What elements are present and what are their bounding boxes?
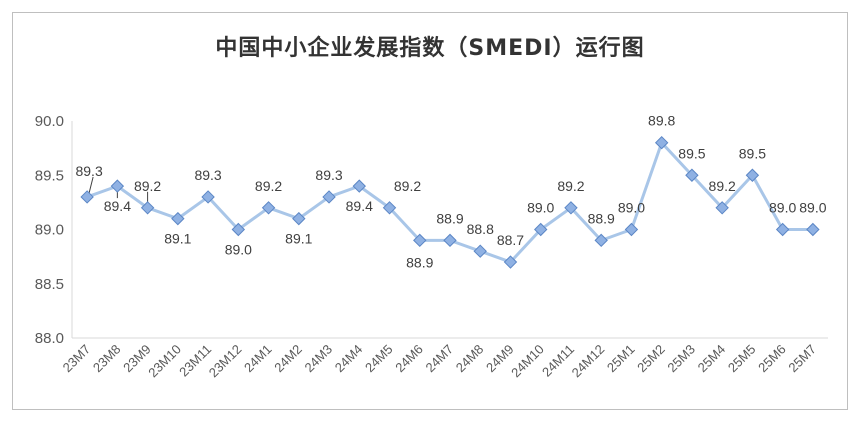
x-tick-label: 23M8 bbox=[90, 342, 124, 376]
x-tick-label: 25M2 bbox=[634, 342, 668, 376]
data-point-marker bbox=[201, 190, 215, 204]
data-label: 89.3 bbox=[194, 167, 221, 183]
data-point-marker bbox=[413, 233, 427, 248]
y-tick-label: 88.0 bbox=[35, 330, 64, 347]
data-point-marker bbox=[654, 135, 669, 150]
data-label: 89.0 bbox=[799, 200, 826, 216]
x-tick-label: 23M12 bbox=[206, 342, 245, 381]
data-label: 89.0 bbox=[769, 200, 796, 216]
data-point-marker bbox=[443, 233, 457, 248]
data-point-marker bbox=[80, 190, 94, 204]
data-label: 89.2 bbox=[394, 178, 421, 194]
data-point-marker bbox=[685, 168, 699, 182]
data-point-marker bbox=[564, 201, 578, 215]
x-tick-label: 24M8 bbox=[453, 342, 487, 376]
x-tick-label: 24M4 bbox=[332, 342, 366, 376]
x-tick-label: 25M7 bbox=[785, 342, 819, 376]
y-tick-label: 89.0 bbox=[35, 222, 64, 239]
data-label: 89.0 bbox=[225, 242, 252, 258]
data-label: 89.4 bbox=[346, 198, 373, 214]
data-point-marker bbox=[382, 201, 397, 215]
x-tick-label: 25M4 bbox=[695, 342, 729, 376]
data-label: 88.7 bbox=[497, 232, 524, 248]
chart-frame bbox=[12, 12, 848, 410]
x-tick-label: 24M7 bbox=[423, 342, 457, 376]
data-label: 89.5 bbox=[678, 145, 705, 161]
x-tick-label: 25M3 bbox=[664, 342, 698, 376]
data-label: 89.2 bbox=[709, 178, 736, 194]
data-point-marker bbox=[624, 222, 639, 237]
label-leader-line bbox=[88, 176, 94, 194]
x-tick-label: 24M12 bbox=[569, 342, 608, 381]
y-tick-label: 89.5 bbox=[35, 167, 64, 184]
x-tick-label: 24M2 bbox=[271, 342, 305, 376]
data-label: 89.2 bbox=[557, 178, 584, 194]
data-point-marker bbox=[715, 201, 729, 215]
data-label: 89.1 bbox=[285, 231, 312, 247]
x-tick-label: 25M6 bbox=[755, 342, 789, 376]
y-tick-label: 88.5 bbox=[35, 276, 64, 293]
x-tick-label: 24M6 bbox=[392, 342, 426, 376]
data-point-marker bbox=[140, 201, 155, 215]
data-label: 89.3 bbox=[75, 163, 102, 179]
y-tick-label: 90.0 bbox=[35, 113, 64, 130]
data-point-marker bbox=[473, 244, 487, 258]
x-tick-label: 24M1 bbox=[241, 342, 275, 376]
x-tick-label: 24M10 bbox=[508, 342, 547, 381]
data-label: 89.2 bbox=[255, 178, 282, 194]
data-label: 89.5 bbox=[739, 145, 766, 161]
data-label: 89.3 bbox=[315, 167, 342, 183]
x-tick-label: 24M5 bbox=[362, 342, 396, 376]
data-point-marker bbox=[322, 190, 336, 204]
x-tick-label: 24M11 bbox=[539, 342, 577, 380]
data-label: 89.8 bbox=[648, 113, 675, 129]
data-label: 89.0 bbox=[527, 200, 554, 216]
x-tick-label: 24M3 bbox=[302, 342, 336, 376]
data-label: 88.9 bbox=[406, 254, 433, 270]
x-tick-label: 23M10 bbox=[145, 342, 184, 381]
data-point-marker bbox=[745, 168, 760, 182]
data-point-marker bbox=[110, 179, 125, 193]
data-point-marker bbox=[171, 211, 185, 226]
data-point-marker bbox=[806, 222, 820, 237]
data-point-marker bbox=[594, 233, 608, 248]
x-tick-label: 25M1 bbox=[604, 342, 638, 376]
data-label: 89.2 bbox=[134, 178, 161, 194]
data-label: 88.9 bbox=[588, 210, 615, 226]
x-tick-label: 23M11 bbox=[176, 342, 214, 380]
data-label: 88.9 bbox=[436, 210, 463, 226]
data-label: 89.0 bbox=[618, 200, 645, 216]
data-point-marker bbox=[231, 222, 246, 237]
data-point-marker bbox=[261, 201, 276, 215]
data-point-marker bbox=[352, 179, 366, 193]
data-point-marker bbox=[292, 211, 306, 226]
data-point-marker bbox=[775, 222, 790, 237]
data-point-marker bbox=[534, 222, 548, 237]
x-tick-label: 25M5 bbox=[725, 342, 759, 376]
data-label: 89.1 bbox=[164, 231, 191, 247]
data-label: 88.8 bbox=[467, 221, 494, 237]
x-tick-label: 23M7 bbox=[60, 342, 94, 376]
data-point-marker bbox=[503, 255, 518, 269]
data-label: 89.4 bbox=[104, 198, 131, 214]
chart-title: 中国中小企业发展指数（SMEDI）运行图 bbox=[215, 36, 645, 61]
